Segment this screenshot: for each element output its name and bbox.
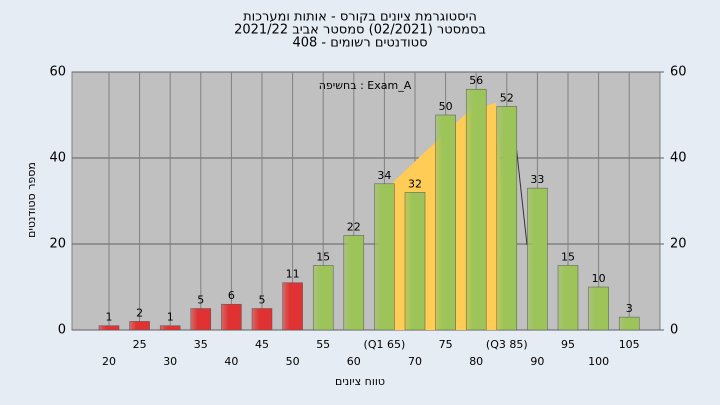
- chart-title: היסטוגרמת ציונים בקורס - אותות ומערכות: [243, 10, 477, 25]
- data-label: 52: [500, 91, 514, 104]
- x-tick-label: 45: [255, 338, 269, 351]
- bar: [129, 321, 150, 331]
- x-tick-label: 80: [469, 355, 483, 368]
- data-label: 34: [377, 169, 391, 182]
- data-label: 3: [626, 302, 633, 315]
- y2-tick-label: 0: [670, 323, 678, 338]
- chart-subtitle: בסמסטר (02/2021) סמסטר אביב 2021/22: [234, 23, 486, 38]
- bar: [312, 265, 334, 331]
- data-label: 1: [106, 311, 113, 324]
- annotation: Exam_A : בחשיפה: [319, 79, 412, 92]
- y2-tick-label: 40: [670, 151, 687, 166]
- bar: [221, 303, 242, 331]
- bar: [588, 286, 609, 331]
- x-tick-label: (Q3 85): [486, 338, 528, 351]
- data-label: 22: [347, 220, 361, 233]
- x-tick-label: 100: [588, 355, 609, 368]
- data-label: 10: [592, 272, 606, 285]
- x-tick-label: 90: [530, 355, 544, 368]
- data-label: 56: [469, 74, 483, 87]
- data-label: 15: [316, 251, 330, 264]
- bar: [527, 187, 548, 331]
- data-label: 50: [439, 100, 453, 113]
- data-label: 5: [197, 294, 204, 307]
- x-tick-label: 105: [619, 338, 640, 351]
- x-axis-label: טווח ציונים: [335, 375, 385, 388]
- data-label: 33: [530, 173, 544, 186]
- y-tick-label: 60: [49, 65, 66, 80]
- x-tick-label: 40: [224, 355, 238, 368]
- bar: [435, 114, 456, 331]
- x-tick-label: 20: [102, 355, 116, 368]
- data-label: 11: [286, 268, 300, 281]
- x-tick-label: 70: [408, 355, 422, 368]
- bar: [282, 282, 303, 331]
- x-tick-label: 60: [347, 355, 361, 368]
- x-tick-label: (Q1 65): [364, 338, 406, 351]
- data-label: 2: [136, 306, 143, 319]
- x-tick-label: 95: [561, 338, 575, 351]
- bar: [465, 88, 487, 331]
- x-tick-label: 35: [194, 338, 208, 351]
- y-tick-label: 20: [49, 237, 66, 252]
- x-tick-label: 50: [286, 355, 300, 368]
- bar: [496, 106, 518, 331]
- x-tick-label: 25: [133, 338, 147, 351]
- bar: [374, 183, 395, 331]
- bar: [251, 308, 273, 331]
- data-label: 1: [167, 311, 174, 324]
- bar: [404, 192, 426, 331]
- data-label: 5: [259, 294, 266, 307]
- bar: [159, 325, 181, 331]
- x-tick-label: 30: [163, 355, 177, 368]
- y-tick-label: 40: [49, 151, 66, 166]
- bar: [190, 308, 212, 331]
- y2-tick-label: 60: [670, 65, 687, 80]
- bar: [98, 325, 120, 331]
- y-axis-label: מספר סטודנטים: [25, 162, 38, 238]
- data-label: 6: [228, 289, 235, 302]
- bar: [618, 316, 640, 331]
- x-tick-label: 55: [316, 338, 330, 351]
- x-tick-label: 75: [439, 338, 453, 351]
- bar: [343, 235, 365, 331]
- y2-tick-label: 20: [670, 237, 687, 252]
- data-label: 15: [561, 251, 575, 264]
- data-label: 32: [408, 177, 422, 190]
- y-tick-label: 0: [58, 323, 66, 338]
- chart-subtitle: סטודנטים רשומים - 408: [292, 36, 427, 51]
- bar: [557, 265, 579, 331]
